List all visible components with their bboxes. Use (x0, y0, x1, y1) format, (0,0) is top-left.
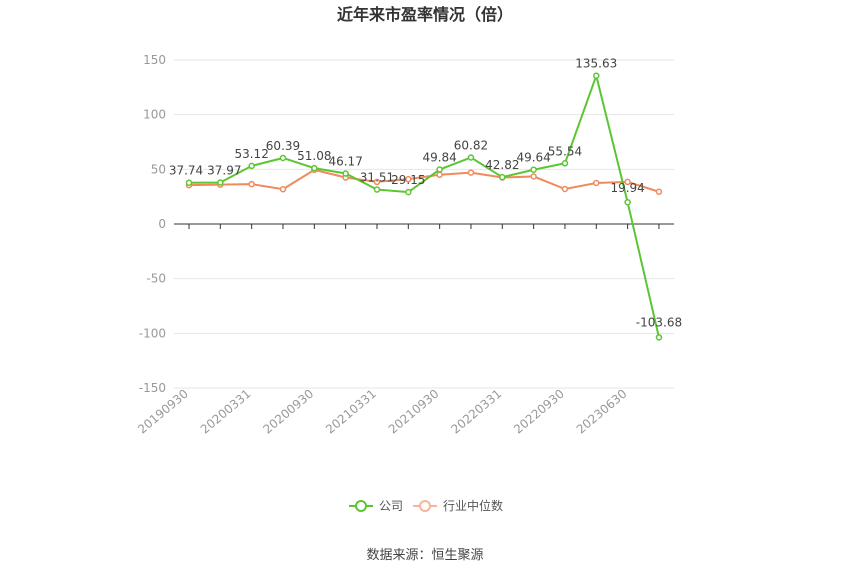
y-tick-label: 100 (143, 108, 166, 122)
company-data-label: 49.84 (422, 151, 456, 165)
series-layer (185, 72, 663, 341)
company-point[interactable] (185, 179, 193, 186)
company-point[interactable] (530, 166, 537, 173)
legend-item-industry-median[interactable]: 行业中位数 (413, 498, 503, 513)
x-tick-label: 20200930 (260, 387, 316, 437)
industry-median-point[interactable] (655, 188, 663, 195)
company-point[interactable] (561, 160, 569, 167)
y-tick-label: -50 (146, 272, 166, 286)
company-data-label: 31.51 (360, 171, 394, 185)
legend-industry-marker (419, 500, 431, 512)
company-data-label: 46.17 (328, 155, 362, 169)
industry-median-point[interactable] (436, 171, 443, 179)
industry-median-point[interactable] (530, 173, 537, 180)
industry-median-point[interactable] (373, 178, 381, 186)
source-note: 数据来源：恒生聚源 (366, 548, 483, 563)
company-series-line (188, 72, 660, 338)
y-tick-label: 50 (151, 162, 166, 176)
company-point[interactable] (342, 170, 349, 177)
company-data-label: 29.15 (391, 173, 425, 187)
industry-median-point[interactable] (593, 179, 600, 187)
company-point[interactable] (499, 173, 506, 181)
industry-median-point[interactable] (248, 180, 255, 188)
y-tick-label: -100 (139, 326, 166, 340)
x-tick-label: 20220331 (448, 387, 504, 437)
industry-median-series-line (188, 168, 660, 193)
y-tick-label: -150 (139, 381, 166, 395)
x-tick-label: 20220930 (511, 387, 567, 437)
company-data-label: 135.63 (575, 57, 617, 71)
company-data-label: 53.12 (234, 147, 268, 161)
legend-item-company[interactable]: 公司 (349, 499, 403, 513)
x-tick-label: 20230630 (574, 387, 630, 437)
industry-median-point[interactable] (279, 185, 287, 193)
company-data-label: 55.54 (548, 144, 582, 158)
y-tick-label: 0 (158, 217, 166, 231)
company-point[interactable] (248, 162, 255, 170)
company-point[interactable] (217, 179, 224, 186)
industry-median-point[interactable] (624, 178, 631, 186)
industry-median-point[interactable] (467, 169, 475, 176)
company-point[interactable] (373, 186, 381, 193)
company-point[interactable] (655, 334, 663, 341)
legend-company-marker (355, 500, 367, 512)
company-data-label: -103.68 (636, 315, 682, 329)
company-data-label: 60.82 (454, 139, 488, 153)
company-data-label: 19.94 (610, 181, 644, 195)
company-point[interactable] (467, 154, 475, 161)
company-point[interactable] (436, 166, 443, 173)
company-data-label: 60.39 (266, 139, 300, 153)
industry-median-point[interactable] (561, 185, 569, 193)
company-data-label: 49.64 (516, 151, 550, 165)
legend-industry-label: 行业中位数 (443, 498, 503, 513)
company-data-label: 51.08 (297, 149, 331, 163)
company-point[interactable] (311, 164, 318, 172)
chart-title: 近年来市盈率情况（倍） (337, 5, 513, 24)
legend-company-label: 公司 (379, 499, 403, 513)
x-tick-label: 20210930 (386, 387, 442, 437)
company-point[interactable] (279, 154, 287, 162)
industry-median-point[interactable] (405, 175, 412, 183)
company-point[interactable] (624, 198, 631, 206)
legend: 公司 行业中位数 (349, 498, 503, 513)
company-point[interactable] (593, 72, 600, 79)
x-tick-label: 20200331 (198, 387, 254, 437)
company-data-label: 37.97 (207, 163, 241, 177)
x-tick-label: 20210331 (323, 387, 379, 437)
y-tick-label: 150 (143, 53, 166, 67)
company-point[interactable] (405, 188, 412, 196)
company-data-label: 42.82 (485, 158, 519, 172)
x-axis-ticks: 20190930 20200331 20200930 20210331 20210930… (135, 224, 660, 437)
company-data-label: 37.74 (169, 164, 203, 178)
y-axis-ticks: 150 100 50 0 -50 -100 -150 (139, 53, 166, 395)
